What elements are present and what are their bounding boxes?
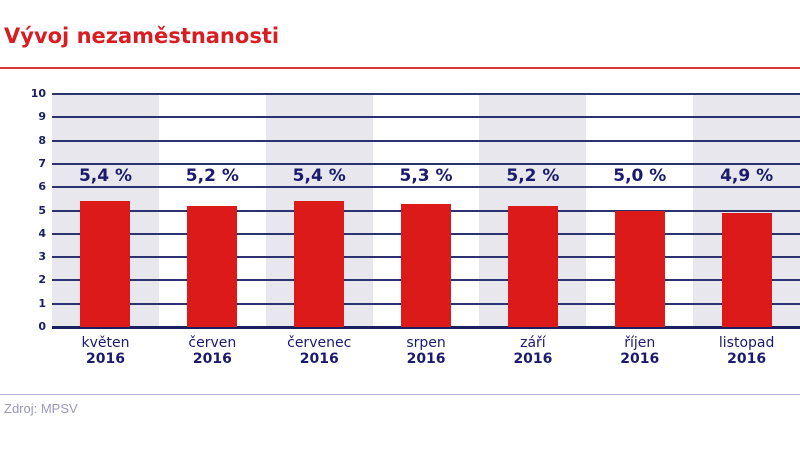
gridline xyxy=(52,116,800,119)
year-label: 2016 xyxy=(620,351,660,367)
month-label: květen xyxy=(81,335,130,351)
y-tick-label: 6 xyxy=(38,180,46,194)
y-tick-label: 7 xyxy=(38,156,46,170)
data-value-label: 5,2 % xyxy=(185,166,239,186)
bar xyxy=(187,205,238,327)
month-label: září xyxy=(520,335,546,351)
y-tick-label: 2 xyxy=(38,273,46,287)
y-tick-label: 10 xyxy=(30,87,46,100)
gridline xyxy=(52,93,800,95)
x-tick-label: červen 2016 xyxy=(159,335,266,367)
y-tick-label: 8 xyxy=(38,133,46,147)
month-label: srpen xyxy=(406,335,446,351)
x-tick-label: září 2016 xyxy=(479,335,586,367)
data-value-label: 5,3 % xyxy=(399,166,453,186)
year-label: 2016 xyxy=(192,351,232,367)
source-note: Zdroj: MPSV xyxy=(4,401,78,416)
x-axis-line xyxy=(52,326,800,329)
x-tick-label: červenec 2016 xyxy=(266,335,373,367)
y-tick-label: 1 xyxy=(38,296,46,310)
bar xyxy=(401,203,451,327)
month-label: červen xyxy=(188,335,237,351)
chart-title: Vývoj nezaměstnanosti xyxy=(4,24,280,48)
bar xyxy=(507,205,558,327)
x-tick-label: srpen 2016 xyxy=(373,335,480,367)
year-label: 2016 xyxy=(406,351,446,367)
y-tick-label: 9 xyxy=(38,110,46,124)
x-tick-label: květen 2016 xyxy=(52,335,159,367)
x-tick-label: listopad 2016 xyxy=(693,335,800,367)
gridline xyxy=(52,139,800,142)
title-divider xyxy=(0,67,800,69)
bar xyxy=(614,210,665,327)
year-label: 2016 xyxy=(86,351,125,367)
data-value-label: 5,2 % xyxy=(506,166,560,186)
year-label: 2016 xyxy=(513,351,553,367)
y-tick-label: 5 xyxy=(38,203,46,217)
data-value-label: 4,9 % xyxy=(720,166,774,186)
bar xyxy=(294,201,345,327)
year-label: 2016 xyxy=(727,351,767,367)
data-value-label: 5,0 % xyxy=(613,166,667,186)
gridline xyxy=(52,186,800,189)
month-label: červenec xyxy=(287,335,352,351)
y-tick-label: 4 xyxy=(38,226,46,240)
bar xyxy=(721,212,772,327)
y-tick-label: 3 xyxy=(38,250,46,264)
month-label: listopad xyxy=(718,335,775,351)
data-value-label: 5,4 % xyxy=(78,166,133,186)
data-value-label: 5,4 % xyxy=(292,166,346,186)
footer-divider xyxy=(0,394,800,395)
y-tick-label: 0 xyxy=(38,320,46,333)
year-label: 2016 xyxy=(299,351,339,367)
gridline xyxy=(52,162,800,165)
bar xyxy=(80,201,131,327)
month-label: říjen xyxy=(624,335,656,351)
x-tick-label: říjen 2016 xyxy=(586,335,693,367)
